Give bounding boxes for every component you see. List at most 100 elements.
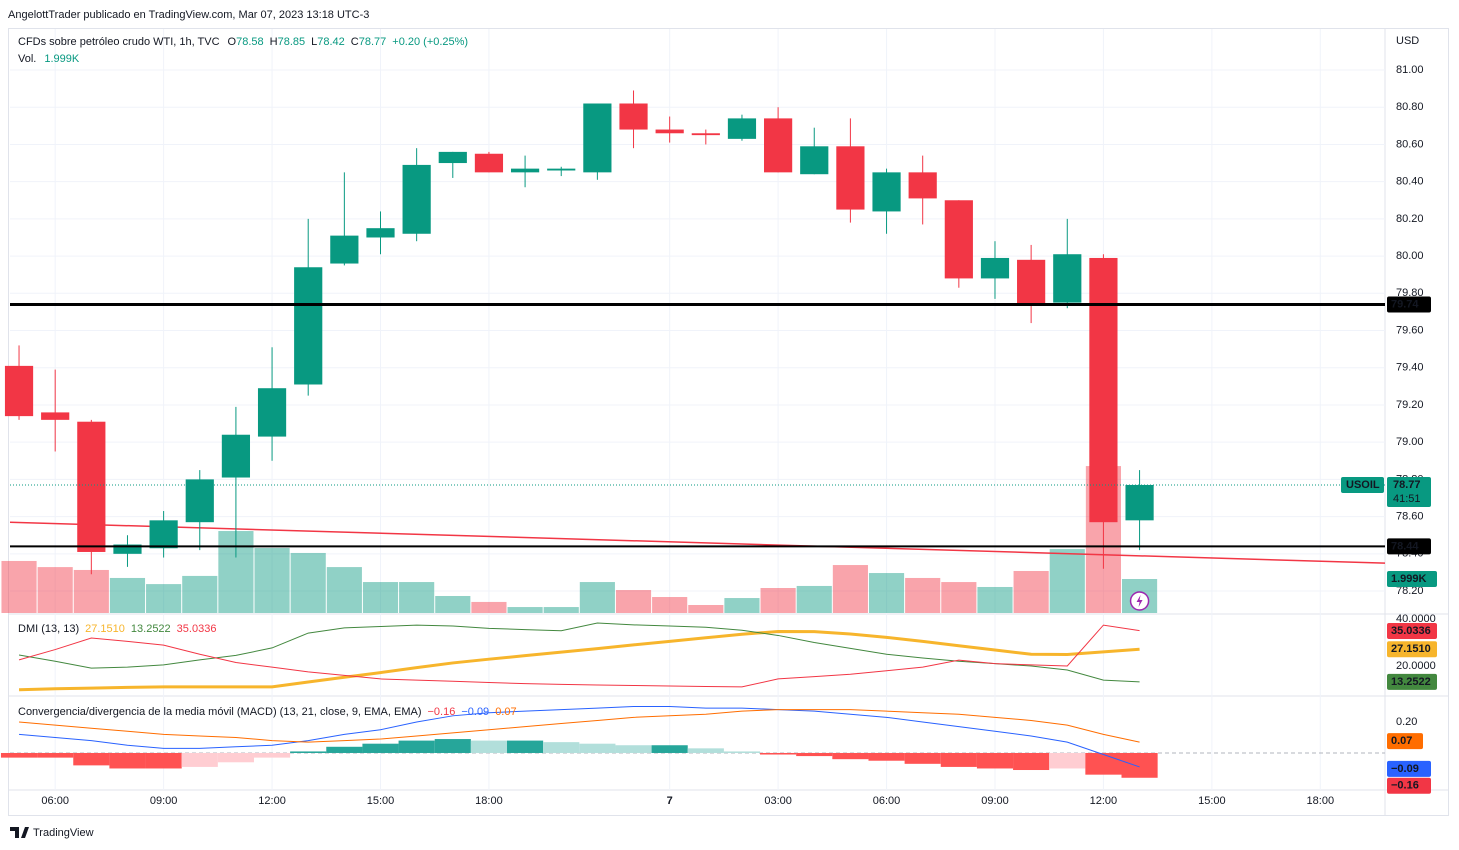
macd-histogram bbox=[398, 740, 435, 753]
ohlc-value: 78.85 bbox=[278, 36, 306, 48]
indicator-label-bg bbox=[1387, 641, 1437, 658]
x-tick-label: 12:00 bbox=[1090, 795, 1118, 807]
adx-value: 27.1510 bbox=[85, 623, 125, 635]
y-tick-label: 79.00 bbox=[1396, 436, 1424, 448]
volume-bar bbox=[37, 567, 73, 613]
volume-bar bbox=[1, 560, 37, 613]
candle-body bbox=[294, 267, 323, 385]
y-tick-label: 79.40 bbox=[1396, 362, 1424, 374]
candle-body bbox=[583, 103, 612, 173]
macd-histogram bbox=[0, 752, 38, 758]
volume-bar bbox=[290, 552, 326, 613]
macd-histogram bbox=[904, 752, 941, 764]
macd-histogram bbox=[290, 751, 327, 753]
y-tick-label: 78.60 bbox=[1396, 511, 1424, 523]
macd-histogram bbox=[651, 745, 688, 753]
macd-histogram bbox=[434, 739, 471, 753]
candle-body bbox=[944, 200, 973, 279]
candle-body bbox=[727, 118, 757, 139]
candle-body bbox=[1017, 259, 1046, 305]
candle-body bbox=[1089, 257, 1118, 523]
chart-layer: 81.00 80.80 80.60 80.40 80.20 80.00 79.80 79.60… bbox=[0, 29, 1448, 815]
candle-body bbox=[474, 153, 504, 173]
y-tick-label: 80.20 bbox=[1396, 213, 1424, 225]
frame bbox=[8, 28, 1449, 816]
indicator-label-bg bbox=[1387, 673, 1437, 690]
pdi-value: 13.2522 bbox=[131, 623, 171, 635]
macd-histogram bbox=[976, 752, 1014, 769]
macd-histogram bbox=[868, 752, 905, 761]
macd-title: Convergencia/divergencia de la media móv… bbox=[18, 706, 422, 718]
footer-logo: TradingView bbox=[10, 827, 94, 839]
macd-histogram bbox=[796, 752, 833, 757]
volume-label: 1.999K bbox=[1391, 573, 1427, 585]
y-tick-label: 81.00 bbox=[1396, 64, 1424, 76]
macd-histogram bbox=[181, 752, 218, 767]
candle-body bbox=[402, 164, 431, 234]
x-tick-label: 7 bbox=[667, 795, 673, 807]
currency: USD bbox=[1396, 35, 1419, 47]
volume-bar bbox=[579, 582, 615, 613]
candle-body bbox=[149, 520, 178, 549]
volume-bar bbox=[832, 565, 868, 613]
volume-bar bbox=[652, 597, 688, 613]
candle-body bbox=[800, 146, 829, 175]
macd-histogram bbox=[1013, 752, 1050, 771]
hline-label-bg bbox=[1387, 296, 1431, 313]
icon bbox=[1136, 595, 1143, 607]
dmi-title: DMI (13, 13) bbox=[18, 623, 79, 635]
candle-body bbox=[764, 118, 793, 173]
x-tick-label: 03:00 bbox=[764, 795, 792, 807]
x-tick-label: 15:00 bbox=[367, 795, 395, 807]
macd-histogram bbox=[543, 742, 580, 753]
macd-histogram bbox=[723, 751, 761, 753]
indicator-label: 27.1510 bbox=[1391, 643, 1431, 655]
macd-histogram bbox=[145, 752, 182, 769]
x-tick-label: 15:00 bbox=[1198, 795, 1226, 807]
candle-body bbox=[872, 172, 901, 212]
volume-bar bbox=[941, 582, 977, 613]
volume-bar bbox=[326, 567, 362, 613]
volume-bar bbox=[109, 577, 146, 613]
symbol-legend: CFDs sobre petróleo crudo WTI, 1h, TVC O7… bbox=[18, 36, 468, 48]
macd-histogram bbox=[217, 752, 254, 763]
y-tick-label: 79.60 bbox=[1396, 324, 1424, 336]
volume-bar bbox=[688, 605, 724, 613]
countdown: 41:51 bbox=[1393, 493, 1421, 505]
volume-bar bbox=[615, 590, 652, 613]
indicator-label: 35.0336 bbox=[1391, 625, 1431, 637]
x-tick-label: 06:00 bbox=[41, 795, 69, 807]
macd-legend: Convergencia/divergencia de la media móv… bbox=[18, 706, 517, 718]
y-tick-label: 79.20 bbox=[1396, 399, 1424, 411]
macd-histogram bbox=[73, 752, 110, 766]
ohlc-value: 78.42 bbox=[317, 36, 345, 48]
candle-body bbox=[1125, 484, 1154, 521]
hline-label: 78.44 bbox=[1391, 540, 1419, 552]
candle-body bbox=[330, 235, 359, 264]
volume-bar bbox=[760, 588, 796, 613]
y-tick-label: 79.80 bbox=[1396, 287, 1424, 299]
dmi-legend: DMI (13, 13) 27.1510 13.2522 35.0336 bbox=[18, 623, 216, 635]
macd-histogram bbox=[687, 748, 724, 753]
logo-mark bbox=[10, 827, 29, 838]
macd-value: −0.09 bbox=[461, 706, 489, 718]
ticker: USOIL bbox=[1346, 479, 1380, 491]
candle-body bbox=[257, 388, 287, 437]
hline-label-bg bbox=[1387, 538, 1431, 555]
signal-value: 0.07 bbox=[495, 706, 516, 718]
macd-histogram bbox=[1121, 752, 1158, 778]
y-tick-label: 0.20 bbox=[1396, 716, 1417, 728]
volume-bar bbox=[543, 607, 579, 613]
hline-label: 79.74 bbox=[1391, 298, 1419, 310]
ohlc-value: 78.77 bbox=[359, 36, 387, 48]
macd-histogram bbox=[362, 743, 399, 753]
candle-body bbox=[510, 168, 540, 173]
candle-body bbox=[691, 133, 720, 136]
ohlc-key: L bbox=[311, 36, 317, 48]
hist-label-bg bbox=[1387, 777, 1431, 794]
indicator-line bbox=[18, 629, 1140, 692]
volume-value: 1.999K bbox=[44, 53, 80, 65]
footer-brand: TradingView bbox=[33, 827, 94, 839]
ohlc-key: O bbox=[228, 36, 237, 48]
